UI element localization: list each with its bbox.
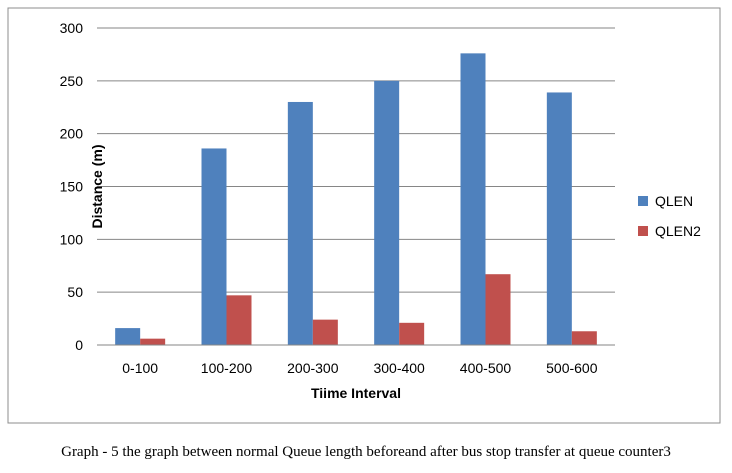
x-axis-ticks: 0-100 100-200 200-300 300-400 400-500 500-600 (122, 360, 597, 376)
legend-swatch (638, 226, 648, 236)
legend-swatch (638, 196, 648, 206)
gridlines (97, 27, 615, 293)
bar-qlen (115, 328, 141, 345)
bar-qlen2 (485, 274, 511, 345)
chart-frame (7, 7, 721, 424)
x-tick-label: 300-400 (373, 360, 425, 376)
bar-qlen (374, 80, 400, 345)
chart: 0 50 100 150 200 250 300 0-100 100-200 200-300 30… (7, 7, 721, 424)
legend-label: QLEN (655, 193, 693, 209)
bar-qlen (287, 101, 313, 345)
bar-qlen2 (312, 319, 338, 345)
x-axis-title: Tiime Interval (311, 385, 401, 401)
x-tick-label: 200-300 (287, 360, 339, 376)
y-tick-label: 0 (75, 337, 83, 353)
x-tick-label: 100-200 (201, 360, 253, 376)
y-tick-label: 250 (60, 73, 84, 89)
y-tick-label: 200 (60, 126, 84, 142)
y-tick-label: 50 (67, 284, 83, 300)
bar-qlen2 (571, 331, 597, 345)
bar-qlen (201, 148, 227, 345)
y-axis-title: Distance (m) (89, 144, 105, 228)
legend: QLEN QLEN2 (638, 193, 701, 239)
bar-qlen2 (399, 322, 425, 345)
bar-qlen2 (226, 295, 252, 345)
bars (115, 53, 597, 346)
bar-qlen2 (140, 338, 166, 345)
y-axis-ticks: 0 50 100 150 200 250 300 (60, 20, 84, 353)
legend-label: QLEN2 (655, 223, 701, 239)
y-tick-label: 300 (60, 20, 84, 36)
bar-qlen (460, 53, 486, 346)
x-tick-label: 500-600 (546, 360, 598, 376)
bar-qlen (546, 92, 572, 345)
x-tick-label: 0-100 (122, 360, 158, 376)
y-tick-label: 150 (60, 179, 84, 195)
x-tick-label: 400-500 (460, 360, 512, 376)
figure-caption: Graph - 5 the graph between normal Queue… (61, 444, 671, 460)
y-tick-label: 100 (60, 231, 84, 247)
